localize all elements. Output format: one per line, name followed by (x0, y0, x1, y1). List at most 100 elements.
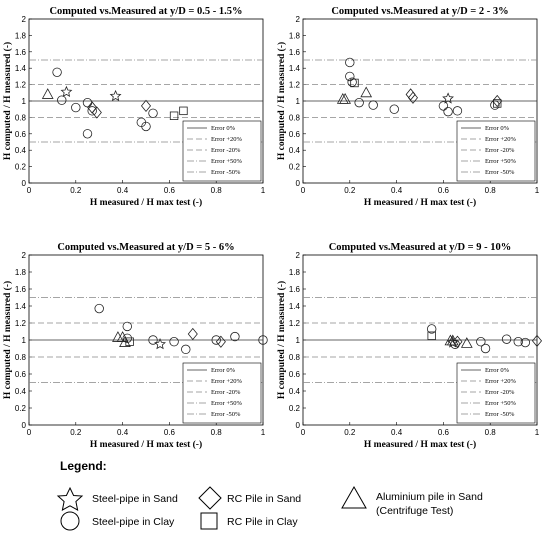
y-tick-label: 1 (296, 97, 301, 106)
y-tick-label: 1.6 (289, 285, 301, 294)
y-tick-label: 0.6 (289, 370, 301, 379)
y-tick-label: 0.6 (15, 370, 27, 379)
legend-entry-label: Error -20% (485, 389, 515, 396)
x-axis-label: H measured / H max test (-) (364, 439, 476, 450)
diamond-point-11 (87, 101, 98, 114)
x-tick-label: 1 (535, 428, 540, 437)
x-tick-label: 0.8 (485, 428, 497, 437)
x-tick-label: 0.6 (164, 428, 176, 437)
circle-point-3 (476, 337, 486, 347)
circle-point-4 (480, 343, 491, 354)
legend-circle-marker (60, 511, 80, 531)
x-tick-label: 0.6 (438, 186, 450, 195)
x-tick-label: 0.6 (438, 428, 450, 437)
y-tick-label: 1.2 (15, 81, 27, 90)
x-axis-label: H measured / H max test (-) (364, 197, 476, 208)
panel-2: Computed vs.Measured at y/D = 2 - 3% 0 0.2… (276, 6, 540, 208)
y-axis-label: H computed / H measured (-) (276, 281, 287, 399)
y-tick-label: 1.8 (289, 268, 301, 277)
circle-point-7 (520, 337, 531, 348)
circle-point-1 (427, 324, 437, 334)
y-tick-label: 1.8 (289, 31, 301, 40)
legend-entry-label: Error +20% (485, 378, 517, 385)
y-tick-label: 1.2 (289, 81, 301, 90)
legend-label-rc-sand: RC Pile in Sand (227, 493, 301, 505)
x-tick-label: 0.8 (211, 428, 223, 437)
y-tick-label: 0.2 (289, 404, 301, 413)
x-tick-label: 0.8 (211, 186, 223, 195)
x-axis-label: H measured / H max test (-) (90, 197, 202, 208)
x-tick-label: 0.4 (117, 186, 129, 195)
x-axis-label: H measured / H max test (-) (90, 439, 202, 450)
legend-diamond-marker (198, 486, 222, 510)
y-tick-label: 0.4 (15, 387, 27, 396)
circle-point-8 (230, 331, 240, 342)
star-point-0 (60, 85, 73, 98)
y-tick-label: 0.8 (15, 353, 27, 362)
legend-entry-label: Error -50% (485, 169, 515, 176)
star-point-0 (154, 338, 166, 350)
legend-box (182, 362, 262, 424)
x-tick-label: 1 (535, 186, 540, 195)
y-tick-label: 1.8 (15, 31, 27, 40)
triangle-point-18 (360, 86, 373, 98)
x-tick-label: 0.6 (164, 186, 176, 195)
legend-box (456, 362, 536, 424)
legend-entry-label: Error +20% (211, 378, 243, 385)
x-tick-label: 0 (301, 186, 306, 195)
y-tick-label: 0.8 (289, 113, 301, 122)
chart-panels: Computed vs.Measured at y/D = 0.5 - 1.5%… (2, 6, 543, 450)
legend-entry-label: Error -20% (211, 147, 241, 154)
x-tick-label: 0.2 (344, 186, 356, 195)
legend-entry-label: Error -50% (485, 411, 515, 418)
panel-3: Computed vs.Measured at y/D = 5 - 6% 0 0.2… (2, 242, 268, 450)
y-tick-label: 2 (22, 251, 27, 260)
y-tick-label: 0.2 (15, 404, 27, 413)
y-tick-label: 2 (296, 15, 301, 24)
legend-square-marker (200, 512, 218, 530)
x-tick-label: 0.8 (485, 186, 497, 195)
circle-point-9 (258, 335, 268, 345)
legend-label-rc-clay: RC Pile in Clay (227, 516, 298, 528)
y-tick-label: 0 (22, 179, 27, 188)
circle-point-7 (82, 129, 93, 139)
circle-point-4 (71, 102, 81, 113)
square-point-10 (427, 331, 436, 340)
circle-point-5 (501, 334, 512, 344)
y-tick-label: 1 (296, 336, 301, 345)
x-tick-label: 1 (261, 186, 266, 195)
circle-point-2 (345, 71, 355, 82)
reference-legend: Error 0% Error +20% Error -20% Error +50% Er… (456, 120, 536, 182)
circle-point-10 (490, 100, 500, 110)
y-tick-label: 0.8 (289, 353, 301, 362)
y-tick-label: 0.4 (289, 387, 301, 396)
y-tick-label: 1.8 (15, 268, 27, 277)
x-tick-label: 0.2 (70, 186, 82, 195)
y-tick-label: 1 (22, 97, 27, 106)
square-point-14 (350, 78, 359, 88)
diamond-point-13 (492, 94, 503, 108)
y-tick-label: 0.4 (289, 146, 301, 155)
circle-point-6 (389, 104, 399, 114)
legend-entry-label: Error +20% (485, 136, 517, 143)
y-tick-label: 1.6 (15, 285, 27, 294)
circle-point-9 (141, 121, 151, 132)
circle-point-5 (169, 337, 179, 347)
legend-entry-label: Error +50% (485, 158, 517, 165)
x-tick-label: 0.4 (117, 428, 129, 437)
legend-star-marker (56, 486, 84, 511)
circle-point-1 (345, 57, 355, 68)
y-tick-label: 1.2 (289, 319, 301, 328)
marker-legend: Legend: Steel-pipe in Sand RC Pile in Sa… (56, 459, 483, 531)
legend-entry-label: Error +50% (485, 400, 517, 407)
x-tick-label: 0 (301, 428, 306, 437)
diamond-point-8 (452, 335, 463, 348)
y-axis-label: H computed / H measured (-) (2, 281, 13, 399)
square-point-15 (179, 106, 188, 116)
diamond-point-9 (531, 334, 543, 347)
panel-title: Computed vs.Measured at y/D = 9 - 10% (329, 242, 512, 253)
circle-point-2 (122, 321, 132, 332)
y-tick-label: 1.6 (15, 48, 27, 57)
diamond-point-10 (187, 327, 198, 341)
y-tick-label: 1.4 (289, 64, 301, 73)
